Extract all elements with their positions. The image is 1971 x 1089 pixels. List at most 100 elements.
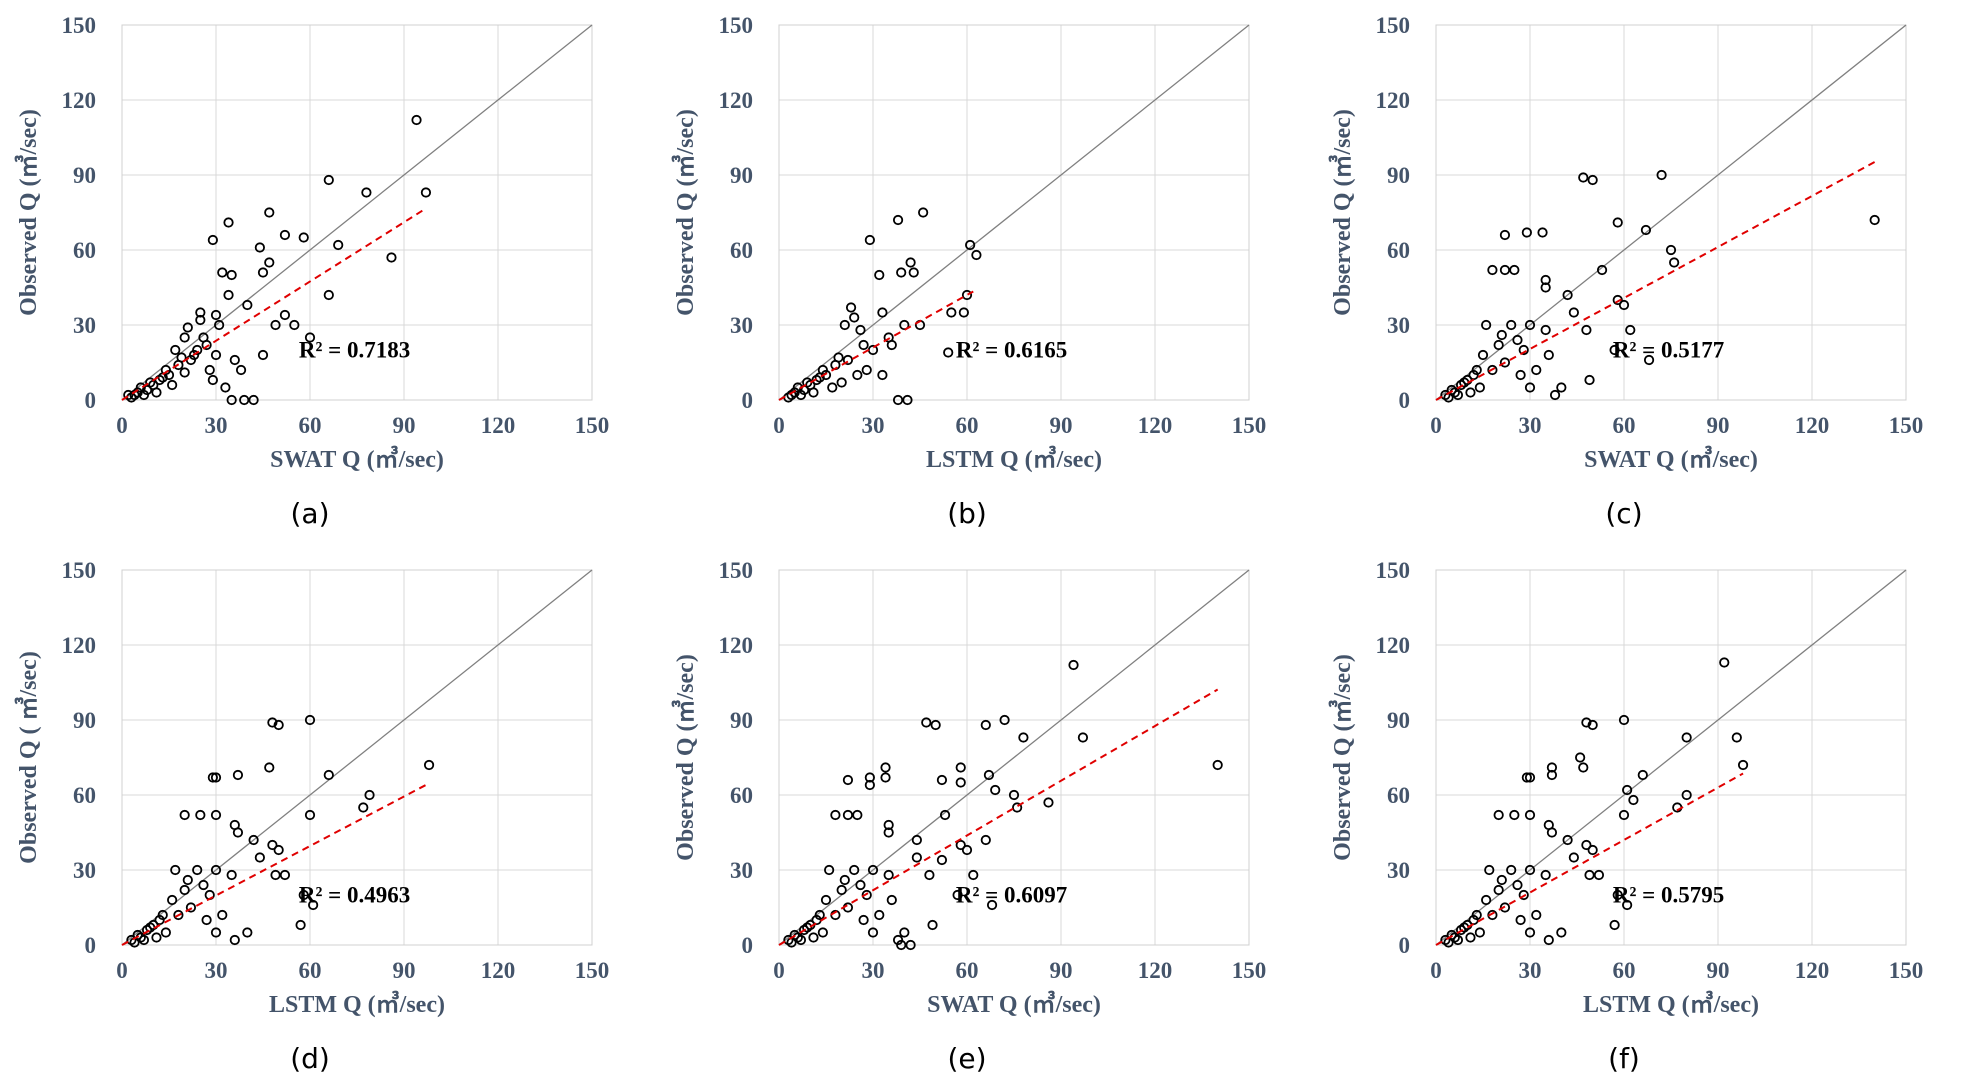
data-point bbox=[899, 927, 910, 938]
data-point bbox=[195, 307, 206, 318]
data-point bbox=[279, 309, 291, 321]
data-point bbox=[264, 762, 275, 773]
data-point bbox=[864, 779, 875, 791]
data-point bbox=[1524, 927, 1536, 938]
data-point bbox=[1465, 932, 1476, 943]
r-squared-label: R² = 0.6165 bbox=[956, 338, 1067, 363]
data-point bbox=[849, 312, 860, 323]
data-point bbox=[170, 344, 181, 356]
data-point bbox=[1512, 334, 1523, 346]
data-point bbox=[1524, 319, 1536, 331]
data-point bbox=[1531, 364, 1542, 376]
scatter-chart-e: 0 30 60 90 120 150 0 30 60 90 120 150 SWAT Q (㎥/sec)… bbox=[671, 558, 1266, 1075]
y-tick-label: 30 bbox=[730, 858, 753, 883]
data-point bbox=[908, 267, 919, 278]
r-squared-label: R² = 0.5177 bbox=[1613, 338, 1724, 363]
data-point bbox=[1506, 864, 1517, 876]
panel-f: 0 30 60 90 120 150 0 30 60 90 120 150 LSTM Q (㎥/sec)… bbox=[1314, 545, 1954, 1075]
y-tick-label: 90 bbox=[730, 163, 753, 188]
data-point bbox=[808, 932, 819, 943]
data-point bbox=[886, 339, 897, 351]
data-point bbox=[210, 349, 222, 361]
y-tick-label: 120 bbox=[62, 88, 97, 113]
panel-b: 0 30 60 90 120 150 0 30 60 90 120 150 LSTM Q (㎥/sec)… bbox=[657, 0, 1297, 530]
data-point bbox=[1549, 389, 1561, 401]
data-point bbox=[861, 889, 872, 901]
data-point bbox=[270, 869, 281, 881]
data-point bbox=[1524, 772, 1536, 783]
data-point bbox=[232, 827, 244, 838]
data-point bbox=[210, 309, 222, 321]
data-point bbox=[1487, 364, 1498, 376]
data-point bbox=[958, 307, 969, 318]
data-point bbox=[1540, 282, 1551, 293]
x-tick-label: 90 bbox=[1050, 958, 1073, 983]
data-point bbox=[892, 934, 904, 946]
y-axis-title: Observed Q (㎥/sec) bbox=[14, 109, 42, 316]
data-point bbox=[1628, 794, 1639, 806]
x-tick-label: 120 bbox=[1795, 413, 1830, 438]
data-point bbox=[955, 839, 966, 851]
data-point bbox=[980, 834, 991, 846]
data-point bbox=[1681, 732, 1692, 743]
data-point bbox=[1068, 659, 1079, 671]
plot-frame bbox=[121, 24, 593, 401]
data-point bbox=[333, 239, 344, 251]
data-point bbox=[1012, 802, 1023, 813]
data-point bbox=[295, 919, 306, 931]
trend-line bbox=[1435, 161, 1876, 401]
data-point bbox=[1587, 844, 1598, 856]
data-point bbox=[1622, 899, 1633, 911]
data-point bbox=[802, 922, 813, 933]
y-tick-label: 0 bbox=[1399, 933, 1411, 958]
data-point bbox=[883, 869, 894, 881]
data-point bbox=[1077, 732, 1089, 743]
data-point bbox=[1471, 909, 1482, 921]
data-point bbox=[207, 374, 218, 386]
data-point bbox=[1575, 752, 1586, 763]
data-point bbox=[795, 389, 807, 401]
x-tick-label: 0 bbox=[1430, 413, 1442, 438]
data-point bbox=[279, 869, 291, 881]
data-point bbox=[921, 717, 932, 728]
x-tick-label: 60 bbox=[1613, 413, 1636, 438]
data-point bbox=[814, 909, 825, 921]
data-point bbox=[827, 382, 838, 393]
data-point bbox=[961, 289, 973, 301]
x-axis-title: LSTM Q (㎥/sec) bbox=[1583, 990, 1759, 1018]
data-point bbox=[892, 394, 904, 406]
data-point bbox=[1665, 244, 1677, 256]
y-tick-label: 120 bbox=[1376, 633, 1411, 658]
data-point bbox=[358, 802, 369, 813]
data-point bbox=[192, 344, 203, 356]
x-tick-label: 0 bbox=[1430, 958, 1442, 983]
y-tick-label: 60 bbox=[73, 238, 96, 263]
data-point bbox=[936, 854, 948, 866]
x-tick-label: 30 bbox=[1519, 958, 1542, 983]
data-point bbox=[420, 187, 432, 198]
y-tick-label: 150 bbox=[1376, 13, 1411, 38]
data-point bbox=[254, 242, 265, 253]
data-point bbox=[1556, 382, 1567, 393]
x-axis-title: SWAT Q (㎥/sec) bbox=[270, 445, 444, 473]
data-point bbox=[179, 809, 190, 821]
data-point bbox=[1643, 354, 1655, 366]
data-point bbox=[210, 927, 222, 938]
x-tick-label: 30 bbox=[205, 958, 228, 983]
trend-line bbox=[1435, 772, 1744, 946]
x-tick-label: 30 bbox=[205, 413, 228, 438]
scatter-chart-f: 0 30 60 90 120 150 0 30 60 90 120 150 LSTM Q (㎥/sec)… bbox=[1328, 558, 1923, 1075]
data-point bbox=[899, 319, 910, 331]
data-point bbox=[1481, 894, 1492, 906]
x-tick-label: 0 bbox=[773, 958, 785, 983]
data-point bbox=[1543, 349, 1554, 361]
data-point bbox=[836, 377, 847, 388]
data-point bbox=[138, 389, 150, 401]
x-tick-label: 120 bbox=[1138, 413, 1173, 438]
data-point bbox=[298, 232, 309, 243]
data-point bbox=[1499, 229, 1511, 241]
data-point bbox=[990, 784, 1001, 796]
data-point bbox=[1612, 889, 1623, 901]
y-tick-label: 0 bbox=[1399, 388, 1411, 413]
data-point bbox=[157, 909, 168, 921]
